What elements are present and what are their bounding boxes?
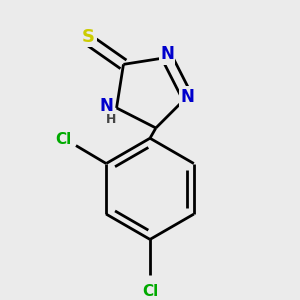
Text: S: S bbox=[82, 28, 95, 46]
Text: N: N bbox=[180, 88, 194, 106]
Text: N: N bbox=[99, 97, 113, 115]
Text: N: N bbox=[160, 45, 174, 63]
Text: Cl: Cl bbox=[142, 284, 158, 299]
Text: H: H bbox=[106, 113, 116, 126]
Text: Cl: Cl bbox=[55, 131, 71, 146]
